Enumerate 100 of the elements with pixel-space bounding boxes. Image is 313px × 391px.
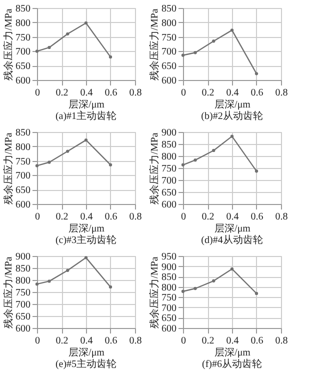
- y-tick-label: 700: [16, 46, 30, 58]
- y-tick-label: 750: [162, 164, 176, 174]
- point: [84, 21, 88, 25]
- point: [230, 267, 234, 271]
- point: [66, 268, 70, 272]
- point: [194, 286, 197, 290]
- x-tick-label: 0: [35, 88, 40, 98]
- x-axis-title: 层深/μm: [68, 346, 105, 358]
- y-axis-title: 残余压应力/MPa: [148, 256, 160, 328]
- y-tick-label: 800: [16, 142, 30, 153]
- y-tick-label: 700: [162, 176, 176, 186]
- x-tick-label: 0.6: [250, 88, 264, 98]
- x-tick-label: 0.6: [104, 88, 118, 98]
- x-tick-label: 0: [181, 212, 186, 222]
- point: [181, 54, 185, 57]
- y-tick-label: 700: [162, 46, 176, 58]
- y-tick-label: 600: [162, 324, 176, 334]
- x-axis-title: 层深/μm: [214, 98, 251, 110]
- y-tick-label: 900: [16, 252, 30, 262]
- point: [181, 163, 185, 166]
- x-tick-label: 0.6: [250, 336, 264, 346]
- y-tick-label: 900: [162, 262, 176, 273]
- y-axis-title: 残余压应力/MPa: [2, 256, 14, 328]
- y-axis-title: 残余压应力/MPa: [2, 132, 14, 204]
- point: [212, 40, 216, 43]
- point: [48, 160, 51, 164]
- x-tick-label: 0.6: [250, 212, 264, 222]
- point: [66, 32, 70, 36]
- x-tick-label: 0.4: [80, 88, 93, 98]
- y-tick-label: 900: [162, 128, 176, 138]
- y-axis-title: 残余压应力/MPa: [148, 132, 160, 204]
- y-tick-label: 850: [16, 128, 30, 138]
- y-tick-label: 600: [16, 76, 30, 86]
- x-tick-label: 0: [35, 212, 40, 222]
- point: [254, 72, 258, 76]
- point: [212, 279, 216, 282]
- y-tick-label: 750: [162, 292, 176, 304]
- x-axis-title: 层深/μm: [214, 346, 251, 358]
- y-tick-label: 800: [162, 152, 176, 162]
- y-tick-label: 800: [16, 18, 30, 29]
- y-tick-label: 950: [162, 252, 176, 262]
- y-axis-title: 残余压应力/MPa: [2, 8, 14, 80]
- x-tick-label: 0.8: [129, 212, 142, 222]
- line-series: [181, 134, 258, 173]
- point: [230, 28, 234, 32]
- point: [212, 148, 216, 152]
- y-tick-label: 650: [162, 188, 176, 198]
- x-tick-label: 0.4: [226, 88, 239, 98]
- point: [254, 292, 258, 296]
- y-tick-label: 750: [16, 288, 30, 298]
- x-axis-title: 层深/μm: [68, 222, 105, 234]
- x-tick-label: 0.2: [202, 88, 214, 98]
- x-tick-label: 0.4: [226, 336, 239, 346]
- y-tick-label: 650: [16, 61, 30, 72]
- x-tick-label: 0.8: [275, 212, 288, 222]
- point: [48, 46, 51, 50]
- y-tick-label: 800: [16, 276, 30, 286]
- point: [108, 163, 112, 166]
- text: (c)#3主动齿轮: [55, 234, 117, 246]
- point: [254, 170, 258, 173]
- x-tick-label: 0.8: [129, 88, 142, 98]
- x-tick-label: 0.6: [104, 212, 118, 222]
- point: [230, 134, 234, 138]
- text: (f)#6从动齿轮: [202, 358, 262, 370]
- point: [35, 164, 39, 168]
- x-tick-label: 0.2: [202, 212, 214, 222]
- x-tick-label: 0.6: [104, 336, 118, 346]
- y-tick-label: 600: [162, 76, 176, 86]
- text: (b)#2从动齿轮: [201, 110, 263, 122]
- text: (d)#4从动齿轮: [201, 234, 263, 246]
- x-tick-label: 0.4: [80, 336, 93, 346]
- y-tick-label: 650: [162, 61, 176, 72]
- y-tick-label: 650: [162, 313, 176, 324]
- point: [48, 280, 51, 283]
- x-axis-title: 层深/μm: [214, 222, 251, 234]
- point: [35, 50, 39, 53]
- text: (a)#1主动齿轮: [55, 110, 117, 122]
- x-tick-label: 0.8: [275, 336, 288, 346]
- y-tick-label: 850: [16, 264, 30, 274]
- text: (e)#5主动齿轮: [55, 358, 117, 370]
- point: [108, 55, 112, 59]
- y-tick-label: 800: [162, 18, 176, 29]
- x-tick-label: 0.4: [80, 212, 93, 222]
- y-tick-label: 750: [16, 156, 30, 168]
- x-tick-label: 0.2: [56, 212, 68, 222]
- y-tick-label: 850: [16, 4, 30, 14]
- x-tick-label: 0.2: [56, 336, 68, 346]
- x-tick-label: 0: [181, 336, 186, 346]
- y-tick-label: 600: [162, 200, 176, 210]
- x-tick-label: 0: [181, 88, 186, 98]
- y-tick-label: 650: [16, 185, 30, 196]
- y-tick-label: 600: [16, 200, 30, 210]
- y-tick-label: 600: [16, 324, 30, 334]
- x-tick-label: 0.4: [226, 212, 239, 222]
- y-tick-label: 700: [162, 302, 176, 314]
- point: [194, 158, 197, 162]
- y-tick-label: 650: [16, 312, 30, 322]
- y-tick-label: 700: [16, 300, 30, 310]
- x-tick-label: 0.8: [129, 336, 142, 346]
- y-tick-label: 700: [16, 170, 30, 182]
